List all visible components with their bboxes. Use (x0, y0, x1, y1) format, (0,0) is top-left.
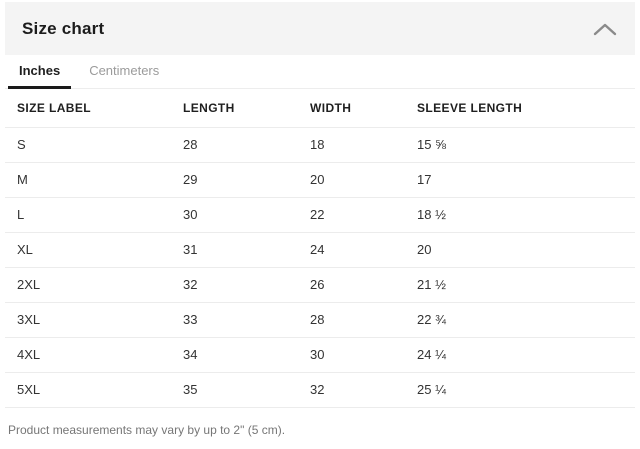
table-row: S 28 18 15 ⅝ (5, 127, 635, 163)
tab-centimeters[interactable]: Centimeters (89, 63, 160, 78)
cell-sleeve: 25 ¼ (417, 372, 635, 408)
tab-inches[interactable]: Inches (8, 55, 72, 89)
cell-length: 34 (183, 337, 310, 373)
cell-length: 35 (183, 372, 310, 408)
column-header-sleeve-length: SLEEVE LENGTH (417, 89, 635, 128)
table-row: 2XL 32 26 21 ½ (5, 267, 635, 303)
cell-length: 29 (183, 162, 310, 198)
cell-width: 26 (310, 267, 417, 303)
cell-size: S (5, 127, 183, 163)
measurement-note: Product measurements may vary by up to 2… (8, 422, 286, 437)
column-header-size-label: SIZE LABEL (5, 89, 183, 128)
size-chart-header[interactable]: Size chart (5, 2, 635, 55)
cell-size: 3XL (5, 302, 183, 338)
cell-width: 30 (310, 337, 417, 373)
cell-sleeve: 21 ½ (417, 267, 635, 303)
cell-length: 31 (183, 232, 310, 268)
cell-width: 28 (310, 302, 417, 338)
cell-size: 5XL (5, 372, 183, 408)
table-row: M 29 20 17 (5, 162, 635, 198)
cell-size: 4XL (5, 337, 183, 373)
cell-sleeve: 22 ¾ (417, 302, 635, 338)
cell-width: 18 (310, 127, 417, 163)
cell-size: XL (5, 232, 183, 268)
cell-size: L (5, 197, 183, 233)
table-row: 4XL 34 30 24 ¼ (5, 337, 635, 373)
cell-sleeve: 15 ⅝ (417, 127, 635, 163)
size-table: SIZE LABEL LENGTH WIDTH SLEEVE LENGTH S … (5, 89, 635, 408)
cell-width: 20 (310, 162, 417, 198)
cell-size: M (5, 162, 183, 198)
panel-title: Size chart (22, 18, 105, 38)
collapse-button[interactable] (588, 17, 622, 41)
table-row: 5XL 35 32 25 ¼ (5, 372, 635, 408)
cell-length: 33 (183, 302, 310, 338)
chevron-up-icon (593, 23, 617, 35)
cell-sleeve: 18 ½ (417, 197, 635, 233)
cell-width: 22 (310, 197, 417, 233)
cell-sleeve: 24 ¼ (417, 337, 635, 373)
cell-sleeve: 17 (417, 162, 635, 198)
cell-length: 28 (183, 127, 310, 163)
size-chart-panel: Size chart Inches Centimeters SIZE LABEL… (5, 2, 635, 437)
table-header-row: SIZE LABEL LENGTH WIDTH SLEEVE LENGTH (5, 89, 635, 128)
column-header-length: LENGTH (183, 89, 310, 128)
cell-width: 32 (310, 372, 417, 408)
cell-width: 24 (310, 232, 417, 268)
cell-length: 32 (183, 267, 310, 303)
table-row: 3XL 33 28 22 ¾ (5, 302, 635, 338)
table-row: L 30 22 18 ½ (5, 197, 635, 233)
unit-tabs: Inches Centimeters (5, 55, 635, 89)
table-row: XL 31 24 20 (5, 232, 635, 268)
cell-size: 2XL (5, 267, 183, 303)
cell-sleeve: 20 (417, 232, 635, 268)
cell-length: 30 (183, 197, 310, 233)
column-header-width: WIDTH (310, 89, 417, 128)
